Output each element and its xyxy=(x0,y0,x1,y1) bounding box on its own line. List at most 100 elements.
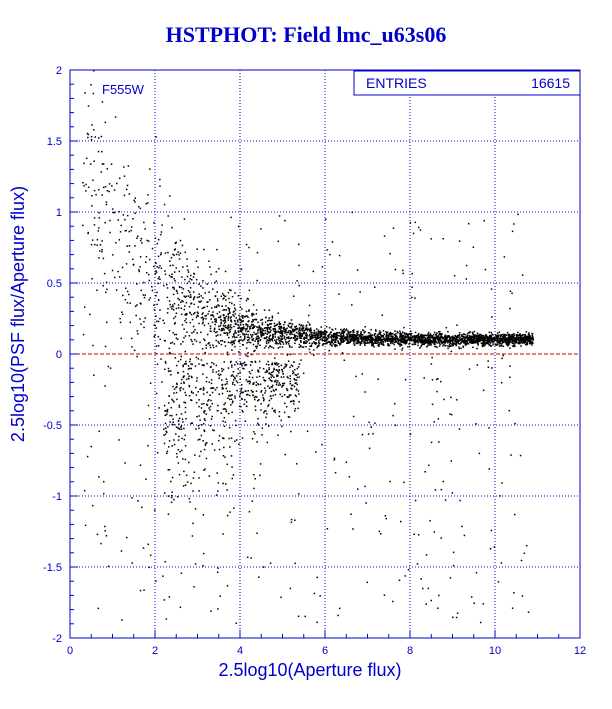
scatter-point xyxy=(90,445,93,448)
scatter-point xyxy=(310,329,312,331)
scatter-point xyxy=(431,335,434,337)
scatter-point xyxy=(358,340,360,343)
scatter-point xyxy=(433,421,436,423)
scatter-point xyxy=(283,335,286,338)
scatter-point xyxy=(141,242,143,244)
scatter-point xyxy=(306,430,309,433)
scatter-point xyxy=(140,303,142,305)
scatter-point xyxy=(138,269,140,271)
scatter-point xyxy=(221,329,223,332)
scatter-point xyxy=(390,332,392,335)
x-tick-label: 8 xyxy=(407,645,413,657)
scatter-point xyxy=(375,337,377,339)
scatter-point xyxy=(197,312,199,314)
scatter-point xyxy=(199,419,201,421)
scatter-point xyxy=(499,495,501,497)
scatter-point xyxy=(410,339,412,342)
scatter-point xyxy=(353,331,355,334)
scatter-point xyxy=(298,393,300,395)
scatter-point xyxy=(296,367,299,370)
scatter-point xyxy=(387,337,389,340)
scatter-point xyxy=(425,339,428,341)
scatter-point xyxy=(259,383,262,385)
scatter-point xyxy=(170,352,172,355)
scatter-point xyxy=(274,332,277,334)
scatter-point xyxy=(257,343,259,345)
scatter-point xyxy=(215,494,218,496)
scatter-point xyxy=(455,338,458,341)
scatter-point xyxy=(377,333,379,336)
scatter-point xyxy=(484,335,486,337)
scatter-point xyxy=(235,317,237,319)
scatter-point xyxy=(178,417,181,420)
scatter-point xyxy=(517,342,520,345)
scatter-point xyxy=(290,337,293,339)
scatter-point xyxy=(489,337,492,339)
scatter-point xyxy=(522,339,525,341)
scatter-point xyxy=(157,255,160,258)
scatter-point xyxy=(250,361,252,363)
scatter-point xyxy=(313,354,315,356)
scatter-point xyxy=(293,333,295,336)
scatter-point xyxy=(225,387,228,390)
scatter-point xyxy=(373,342,376,344)
scatter-point xyxy=(224,295,226,298)
scatter-point xyxy=(482,340,485,343)
scatter-point xyxy=(258,576,260,578)
scatter-point xyxy=(99,244,102,246)
scatter-point xyxy=(491,340,493,343)
scatter-point xyxy=(370,335,372,338)
scatter-point xyxy=(231,383,234,385)
scatter-point xyxy=(202,312,204,314)
scatter-point xyxy=(253,350,255,353)
scatter-point xyxy=(259,344,261,347)
scatter-point xyxy=(233,342,235,345)
scatter-point xyxy=(247,330,250,332)
scatter-point xyxy=(359,337,362,339)
scatter-point xyxy=(295,329,297,331)
scatter-point xyxy=(293,368,296,371)
scatter-point xyxy=(214,389,217,391)
scatter-point xyxy=(202,565,204,567)
scatter-point xyxy=(532,338,534,340)
scatter-point xyxy=(226,463,228,466)
scatter-point xyxy=(237,372,239,375)
scatter-point xyxy=(342,337,344,340)
scatter-point xyxy=(342,329,344,332)
scatter-point xyxy=(255,384,258,386)
scatter-point xyxy=(218,342,220,344)
scatter-point xyxy=(467,331,470,334)
scatter-point xyxy=(127,165,130,167)
scatter-point xyxy=(531,335,534,338)
scatter-point xyxy=(420,578,422,580)
scatter-point xyxy=(215,319,217,322)
scatter-point xyxy=(129,321,131,324)
scatter-point xyxy=(194,338,196,341)
scatter-point xyxy=(170,501,173,504)
scatter-point xyxy=(155,580,157,582)
scatter-point xyxy=(203,469,205,471)
scatter-point xyxy=(241,314,243,317)
scatter-point xyxy=(388,333,391,336)
scatter-point xyxy=(221,383,224,386)
scatter-point xyxy=(369,339,371,341)
scatter-point xyxy=(342,331,345,333)
scatter-point xyxy=(212,344,214,346)
scatter-point xyxy=(309,333,311,336)
scatter-point xyxy=(482,603,484,605)
scatter-point xyxy=(87,232,89,235)
scatter-point xyxy=(469,336,472,339)
scatter-point xyxy=(321,338,323,340)
scatter-point xyxy=(301,335,303,338)
scatter-point xyxy=(209,409,211,411)
scatter-point xyxy=(102,257,105,260)
scatter-point xyxy=(220,319,222,321)
scatter-point xyxy=(223,425,226,427)
scatter-point xyxy=(287,331,290,333)
scatter-point xyxy=(354,334,356,337)
scatter-point xyxy=(312,270,315,273)
scatter-point xyxy=(307,314,310,317)
scatter-point xyxy=(201,322,204,325)
scatter-point xyxy=(188,335,191,337)
scatter-point xyxy=(487,339,490,342)
